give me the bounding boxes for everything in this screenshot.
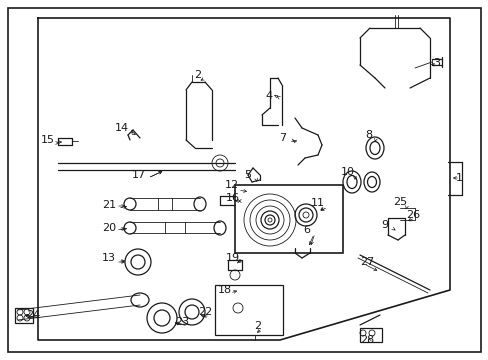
Text: 28: 28 — [359, 335, 373, 345]
Text: 16: 16 — [225, 193, 240, 203]
Bar — [235, 185, 342, 253]
Text: 11: 11 — [310, 198, 325, 208]
Text: 15: 15 — [41, 135, 55, 145]
Text: 4: 4 — [265, 91, 272, 101]
Text: 9: 9 — [381, 220, 388, 230]
Text: 12: 12 — [224, 180, 239, 190]
Text: 7: 7 — [279, 133, 286, 143]
Text: 27: 27 — [359, 257, 373, 267]
Text: 19: 19 — [225, 253, 240, 263]
Bar — [359, 328, 381, 342]
Text: 2: 2 — [194, 70, 201, 80]
Text: 20: 20 — [102, 223, 116, 233]
Text: 24: 24 — [26, 310, 40, 320]
Text: 21: 21 — [102, 200, 116, 210]
Text: 5: 5 — [244, 170, 251, 180]
Text: 3: 3 — [433, 58, 440, 68]
Text: 22: 22 — [198, 307, 212, 317]
Text: 26: 26 — [405, 210, 419, 220]
Text: 8: 8 — [365, 130, 372, 140]
Bar — [215, 285, 283, 335]
Text: 23: 23 — [175, 317, 189, 327]
Text: 2: 2 — [254, 321, 261, 331]
Text: 18: 18 — [218, 285, 232, 295]
Bar — [15, 308, 33, 323]
Text: 13: 13 — [102, 253, 116, 263]
Text: 10: 10 — [340, 167, 354, 177]
Text: 6: 6 — [303, 225, 310, 235]
Text: 25: 25 — [392, 197, 406, 207]
Text: 17: 17 — [132, 170, 146, 180]
Text: 1: 1 — [454, 173, 462, 183]
Text: 14: 14 — [115, 123, 129, 133]
